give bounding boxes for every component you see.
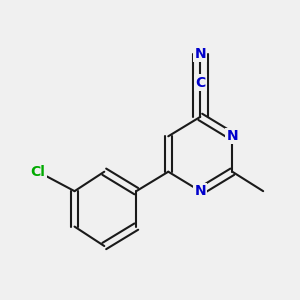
Text: N: N (194, 47, 206, 61)
Text: C: C (195, 76, 206, 90)
Text: N: N (226, 129, 238, 143)
Text: N: N (194, 184, 206, 198)
Text: Cl: Cl (31, 165, 45, 179)
